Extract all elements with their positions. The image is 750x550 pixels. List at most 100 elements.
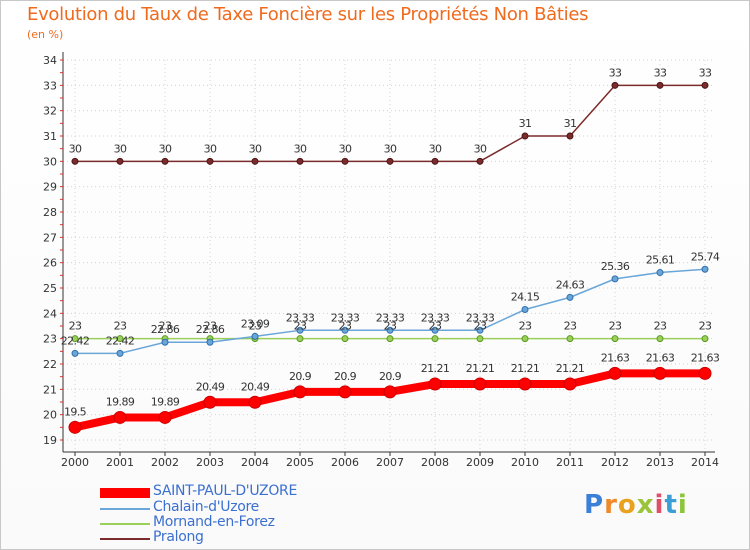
y-tick-label: 20 <box>43 409 57 422</box>
legend-swatch-pralong <box>100 538 150 540</box>
brand-logo-letter: P <box>584 490 605 520</box>
data-point <box>206 338 214 346</box>
legend-swatch-mornand <box>100 523 150 525</box>
data-label: 25.74 <box>691 250 720 263</box>
data-point <box>656 269 664 277</box>
x-tick-label: 2011 <box>556 456 584 469</box>
legend-swatch-chalain <box>100 508 150 510</box>
data-label: 30 <box>429 142 442 155</box>
data-label: 19.89 <box>151 395 180 408</box>
data-label: 23.33 <box>376 311 405 324</box>
y-tick-label: 19 <box>43 434 57 447</box>
data-label: 23 <box>699 320 712 333</box>
brand-logo-letter: t <box>664 490 678 520</box>
data-label: 23 <box>429 320 442 333</box>
data-label: 33 <box>699 66 712 79</box>
data-label: 30 <box>114 142 127 155</box>
data-point <box>386 335 394 343</box>
data-label: 23 <box>654 320 667 333</box>
x-tick-label: 2006 <box>331 456 359 469</box>
data-point <box>521 335 529 343</box>
data-point <box>521 306 529 314</box>
y-tick-label: 23 <box>43 333 57 346</box>
x-tick-label: 2008 <box>421 456 449 469</box>
data-point <box>566 132 574 140</box>
y-tick-label: 22 <box>43 358 57 371</box>
x-tick-label: 2001 <box>106 456 134 469</box>
data-label: 23 <box>609 320 622 333</box>
data-point <box>161 157 169 165</box>
data-point <box>71 349 79 357</box>
data-point <box>251 157 259 165</box>
legend-swatch-saint-paul <box>100 488 150 498</box>
data-point <box>386 157 394 165</box>
data-label: 23 <box>249 320 262 333</box>
x-tick-label: 2010 <box>511 456 539 469</box>
brand-logo-letter: i <box>654 490 665 520</box>
y-tick-label: 28 <box>43 206 57 219</box>
data-label: 22.86 <box>196 323 225 336</box>
data-label: 23 <box>204 320 217 333</box>
data-point <box>116 157 124 165</box>
data-point <box>566 293 574 301</box>
data-point <box>296 326 304 334</box>
chart-title: Evolution du Taux de Taxe Foncière sur l… <box>27 4 589 25</box>
data-label: 33 <box>609 66 622 79</box>
data-label: 23.33 <box>331 311 360 324</box>
data-point <box>518 377 532 391</box>
x-tick-label: 2013 <box>646 456 674 469</box>
y-tick-label: 26 <box>43 257 57 270</box>
data-label: 22.42 <box>106 334 135 347</box>
data-point <box>248 395 262 409</box>
brand-logo-letter: i <box>677 490 688 520</box>
data-label: 23 <box>114 320 127 333</box>
data-point <box>611 275 619 283</box>
x-tick-label: 2012 <box>601 456 629 469</box>
y-tick-label: 27 <box>43 231 57 244</box>
data-label: 25.61 <box>646 254 675 267</box>
data-label: 30 <box>294 142 307 155</box>
data-label: 23.33 <box>421 311 450 324</box>
data-label: 23.33 <box>466 311 495 324</box>
data-label: 24.63 <box>556 278 585 291</box>
data-label: 20.9 <box>379 370 402 383</box>
data-point <box>476 157 484 165</box>
data-point <box>296 335 304 343</box>
brand-logo-letter: x <box>636 490 655 520</box>
data-label: 23 <box>159 320 172 333</box>
y-tick-label: 32 <box>43 105 57 118</box>
brand-logo: Proxiti <box>584 490 688 520</box>
data-point <box>71 335 79 343</box>
data-label: 23 <box>564 320 577 333</box>
data-label: 22.86 <box>151 323 180 336</box>
data-label: 20.9 <box>289 370 312 383</box>
data-label: 19.89 <box>106 395 135 408</box>
data-point <box>611 335 619 343</box>
data-label: 23 <box>519 320 532 333</box>
x-tick-label: 2014 <box>691 456 719 469</box>
y-tick-label: 21 <box>43 383 57 396</box>
data-label: 33 <box>654 66 667 79</box>
data-label: 23.33 <box>286 311 315 324</box>
data-label: 24.15 <box>511 291 540 304</box>
x-tick-label: 2009 <box>466 456 494 469</box>
y-tick-label: 29 <box>43 181 57 194</box>
data-label: 21.63 <box>646 351 675 364</box>
y-tick-label: 33 <box>43 79 57 92</box>
data-point <box>338 385 352 399</box>
data-point <box>431 335 439 343</box>
data-label: 23 <box>294 320 307 333</box>
data-label: 22.42 <box>61 334 90 347</box>
data-point <box>563 377 577 391</box>
data-point <box>341 326 349 334</box>
data-point <box>431 157 439 165</box>
data-point <box>341 157 349 165</box>
data-point <box>428 377 442 391</box>
data-label: 20.49 <box>196 380 225 393</box>
data-label: 21.21 <box>421 362 450 375</box>
data-point <box>566 335 574 343</box>
y-tick-label: 30 <box>43 155 57 168</box>
legend-label-saint-paul: SAINT-PAUL-D'UZORE <box>153 483 298 499</box>
data-label: 21.21 <box>511 362 540 375</box>
